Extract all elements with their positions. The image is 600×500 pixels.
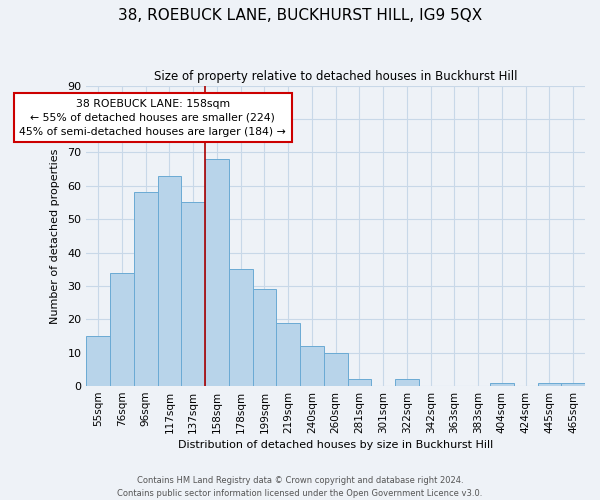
Bar — [158, 176, 181, 386]
Text: 38 ROEBUCK LANE: 158sqm
← 55% of detached houses are smaller (224)
45% of semi-d: 38 ROEBUCK LANE: 158sqm ← 55% of detache… — [19, 99, 286, 137]
Bar — [561, 382, 585, 386]
Bar — [324, 352, 347, 386]
Bar — [229, 269, 253, 386]
Text: 38, ROEBUCK LANE, BUCKHURST HILL, IG9 5QX: 38, ROEBUCK LANE, BUCKHURST HILL, IG9 5Q… — [118, 8, 482, 22]
Bar — [86, 336, 110, 386]
Bar — [300, 346, 324, 386]
Y-axis label: Number of detached properties: Number of detached properties — [50, 148, 61, 324]
Bar — [277, 322, 300, 386]
Bar — [253, 289, 277, 386]
Bar — [181, 202, 205, 386]
Bar — [134, 192, 158, 386]
Text: Contains HM Land Registry data © Crown copyright and database right 2024.
Contai: Contains HM Land Registry data © Crown c… — [118, 476, 482, 498]
Bar — [538, 382, 561, 386]
Bar — [395, 380, 419, 386]
X-axis label: Distribution of detached houses by size in Buckhurst Hill: Distribution of detached houses by size … — [178, 440, 493, 450]
Bar — [205, 159, 229, 386]
Bar — [490, 382, 514, 386]
Bar — [110, 272, 134, 386]
Title: Size of property relative to detached houses in Buckhurst Hill: Size of property relative to detached ho… — [154, 70, 517, 83]
Bar — [347, 380, 371, 386]
